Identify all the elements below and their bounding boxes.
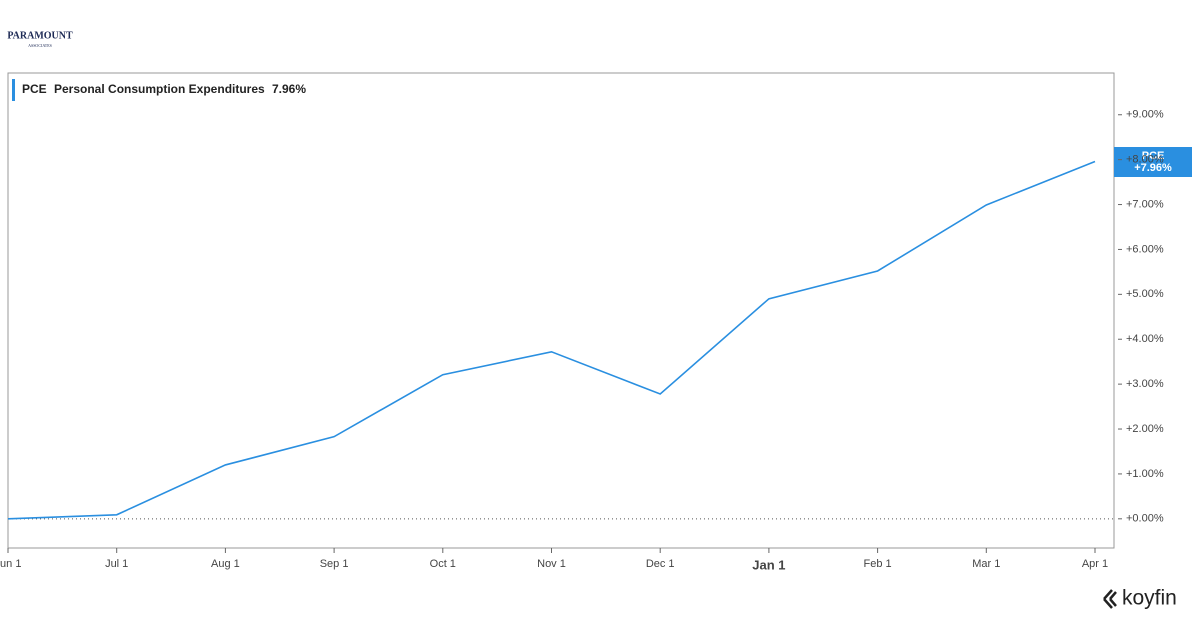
y-tick-label: +3.00% (1126, 378, 1164, 390)
legend-description: Personal Consumption Expenditures (54, 82, 265, 96)
x-tick-label: Jul 1 (105, 558, 128, 570)
y-tick-label: +7.00% (1126, 198, 1164, 210)
plot-frame (7, 72, 1115, 549)
badge (1114, 147, 1192, 177)
y-tick-label: +4.00% (1126, 333, 1164, 345)
x-tick-label: Mar 1 (972, 558, 1000, 570)
x-tick-label: Apr 1 (1082, 558, 1108, 570)
x-tick-label: Jan 1 (752, 557, 785, 572)
x-tick-label: Dec 1 (646, 558, 675, 570)
series-line (7, 160, 1096, 520)
x-tick-label: Jun 1 (0, 558, 21, 570)
x-tick-label: Aug 1 (211, 558, 240, 570)
legend-box (10, 77, 320, 103)
logo: PARAMOUNT (7, 30, 73, 41)
x-tick-label: Feb 1 (864, 558, 892, 570)
logo-sub: ASSOCIATES (28, 43, 52, 48)
x-tick-label: Oct 1 (430, 558, 456, 570)
y-tick-label: +5.00% (1126, 288, 1164, 300)
legend-swatch (12, 79, 15, 101)
y-tick-label: +9.00% (1126, 109, 1164, 121)
x-tick-label: Sep 1 (320, 558, 349, 570)
y-tick-label: +6.00% (1126, 243, 1164, 255)
badge-name: PCE (1142, 150, 1165, 162)
legend-value: 7.96% (272, 82, 306, 96)
y-tick-label: +2.00% (1126, 423, 1164, 435)
brand-icon (1103, 589, 1117, 609)
y-tick-label: +0.00% (1126, 513, 1164, 525)
badge-value: +7.96% (1134, 162, 1172, 174)
legend-ticker: PCE (22, 82, 47, 96)
y-tick-label: +1.00% (1126, 468, 1164, 480)
x-tick-label: Nov 1 (537, 558, 566, 570)
y-tick-label: +8.00% (1126, 154, 1164, 166)
brand: koyfin (1122, 587, 1177, 610)
